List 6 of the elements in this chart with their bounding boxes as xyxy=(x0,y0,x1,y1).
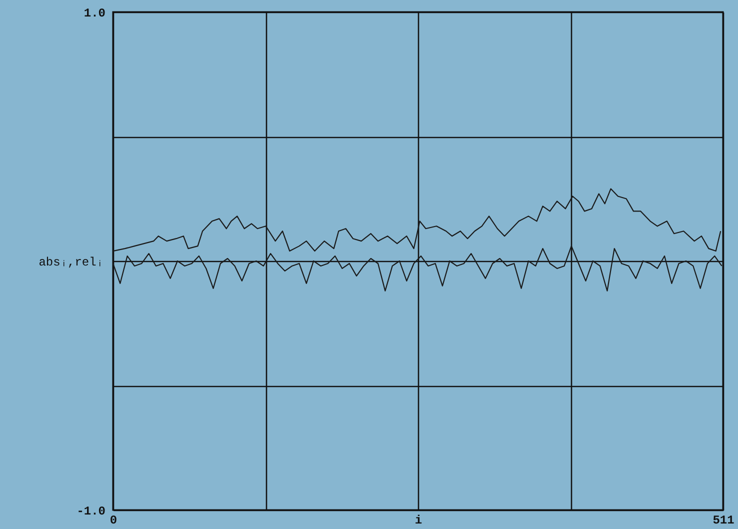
y-tick-label: 1.0 xyxy=(84,6,106,20)
x-tick-label: 0 xyxy=(110,514,118,528)
y-tick-label: -1.0 xyxy=(76,504,106,518)
x-axis-title: i xyxy=(414,514,422,528)
x-tick-label: 511 xyxy=(712,514,734,528)
y-axis-title: absᵢ,relᵢ xyxy=(38,256,104,270)
